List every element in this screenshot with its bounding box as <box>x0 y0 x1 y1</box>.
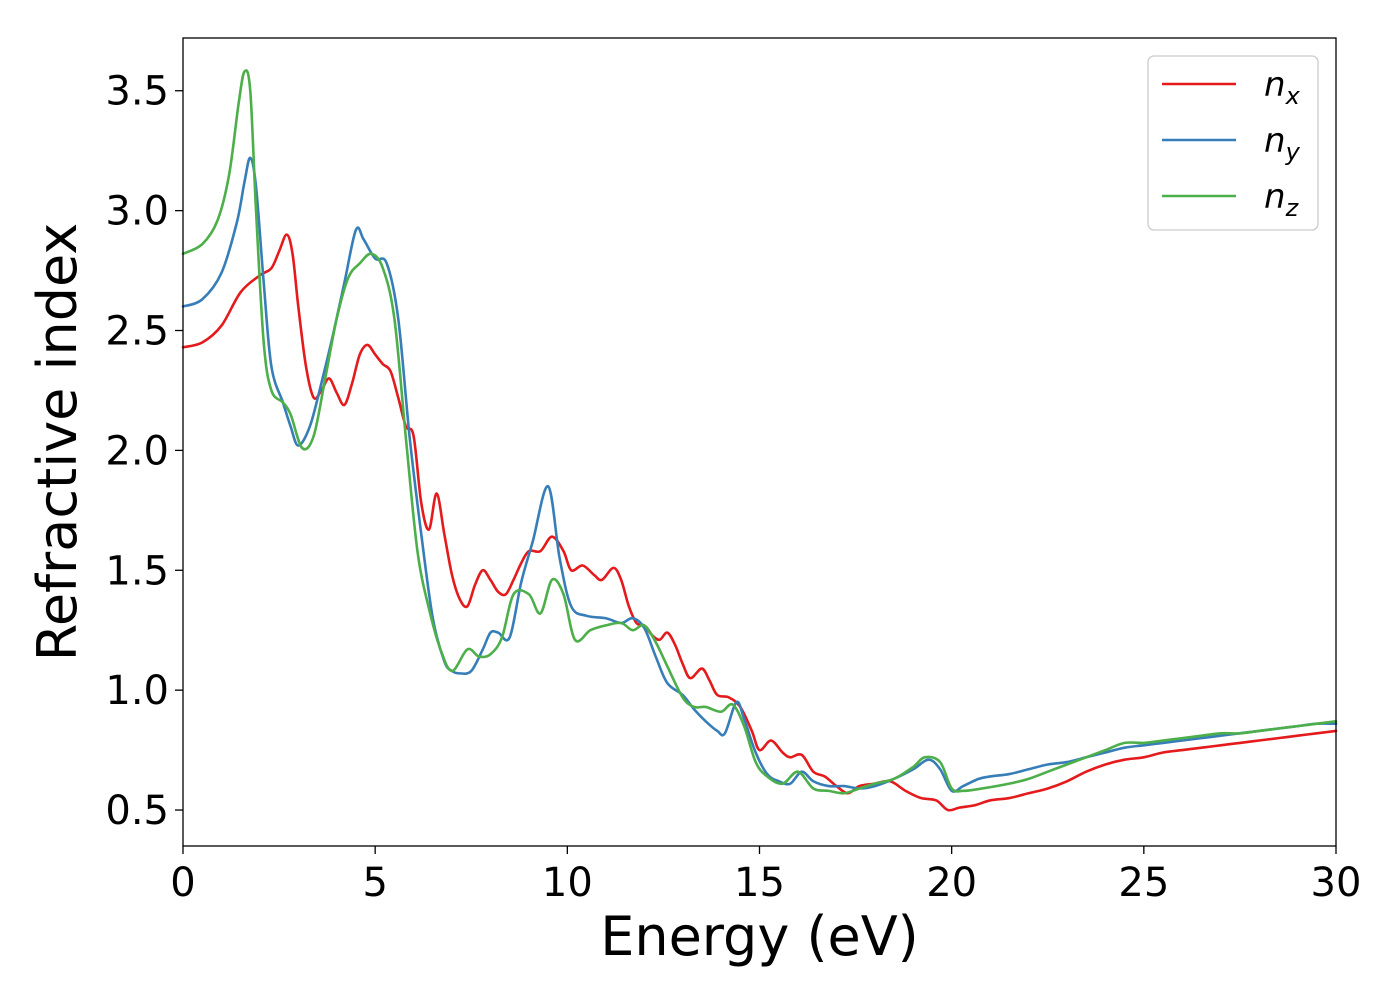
legend-label-z: nz <box>1264 177 1300 222</box>
y-axis-title: Refractive index <box>26 223 89 662</box>
y-tick-label: 3.0 <box>105 189 169 235</box>
series-line-z <box>181 69 1338 795</box>
y-tick-label: 1.5 <box>105 548 169 594</box>
legend-label-base: n <box>1264 177 1286 217</box>
legend-label-base: n <box>1264 65 1286 105</box>
y-axis: 0.5 1.0 1.5 2.0 2.5 3.0 3.5 <box>105 69 183 834</box>
y-tick-label: 3.5 <box>105 69 169 115</box>
legend-label-y: ny <box>1264 121 1301 166</box>
x-axis: 0 5 10 15 20 25 30 <box>170 846 1361 906</box>
legend-label-subscript: y <box>1285 138 1301 166</box>
y-tick-label: 2.5 <box>105 309 169 355</box>
legend-label-subscript: z <box>1285 194 1300 222</box>
legend-label-x: nx <box>1264 65 1301 110</box>
x-axis-title: Energy (eV) <box>600 905 919 968</box>
legend-label-subscript: x <box>1285 82 1301 110</box>
series-line-x <box>181 233 1338 812</box>
legend-label-base: n <box>1264 121 1286 161</box>
x-tick-label: 20 <box>926 860 977 906</box>
series-layer <box>181 69 1338 812</box>
x-tick-label: 30 <box>1311 860 1362 906</box>
y-tick-label: 0.5 <box>105 788 169 834</box>
x-tick-label: 0 <box>170 860 195 906</box>
x-tick-label: 25 <box>1118 860 1169 906</box>
x-tick-label: 5 <box>362 860 387 906</box>
legend-box <box>1147 55 1319 231</box>
y-tick-label: 2.0 <box>105 428 169 474</box>
y-tick-label: 1.0 <box>105 668 169 714</box>
x-tick-label: 10 <box>542 860 593 906</box>
x-tick-label: 15 <box>734 860 785 906</box>
